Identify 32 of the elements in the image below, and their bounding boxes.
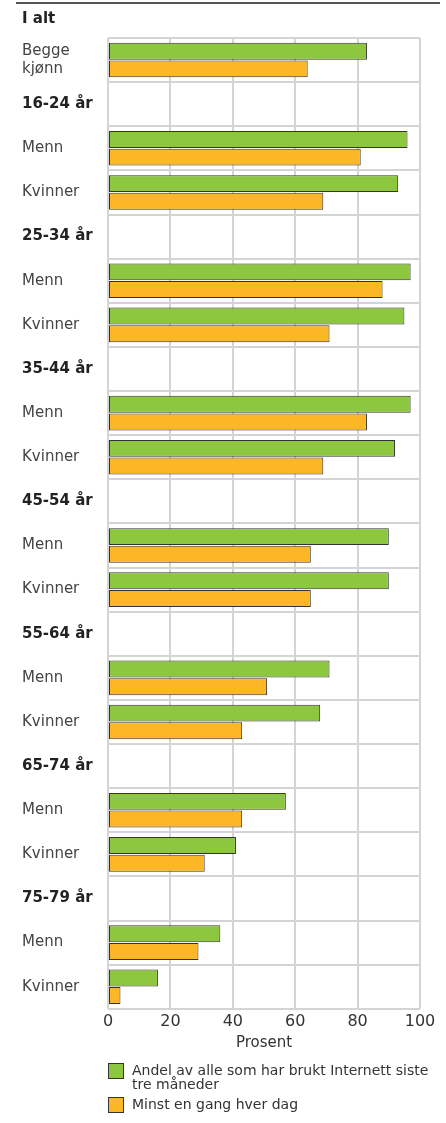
y-tick-label: 25-34 år bbox=[22, 226, 94, 245]
y-tick-label: 75-79 år bbox=[22, 888, 94, 907]
x-tick-label: 40 bbox=[222, 1010, 243, 1030]
y-tick-label: Menn bbox=[22, 667, 64, 686]
y-tick-label: 65-74 år bbox=[22, 755, 94, 774]
y-tick-label: Kvinner bbox=[22, 314, 81, 333]
x-tick-label: 80 bbox=[347, 1010, 368, 1030]
y-tick-label: Menn bbox=[22, 402, 64, 421]
y-tick-label: Menn bbox=[22, 270, 64, 289]
y-tick-label: 35-44 år bbox=[22, 358, 94, 377]
y-tick-label: Begge kjønn bbox=[22, 40, 70, 77]
x-tick-label: 100 bbox=[404, 1010, 436, 1030]
x-axis-title: Prosent bbox=[235, 1032, 293, 1051]
y-tick-label: Kvinner bbox=[22, 182, 81, 201]
y-tick-label: Menn bbox=[22, 932, 64, 951]
y-tick-label: 45-54 år bbox=[22, 491, 94, 510]
y-tick-label: Kvinner bbox=[22, 711, 81, 730]
y-tick-label: Menn bbox=[22, 138, 64, 157]
legend-label: Andel av alle som har brukt Internett siste tre måneder bbox=[132, 1062, 430, 1092]
y-tick-label: Kvinner bbox=[22, 976, 81, 995]
y-tick-label: Kvinner bbox=[22, 579, 81, 598]
y-tick-label: 16-24 år bbox=[22, 94, 94, 113]
y-tick-label: 55-64 år bbox=[22, 623, 94, 642]
x-tick-label: 20 bbox=[160, 1010, 181, 1030]
chart-title: I alt bbox=[22, 9, 56, 27]
y-tick-label: Menn bbox=[22, 800, 64, 819]
y-tick-label: Menn bbox=[22, 535, 64, 554]
y-tick-label: Kvinner bbox=[22, 447, 81, 466]
x-tick-label: 60 bbox=[285, 1010, 306, 1030]
x-tick-label: 0 bbox=[102, 1010, 114, 1030]
legend-label: Minst en gang hver dag bbox=[132, 1096, 299, 1112]
y-tick-label: Kvinner bbox=[22, 844, 81, 863]
